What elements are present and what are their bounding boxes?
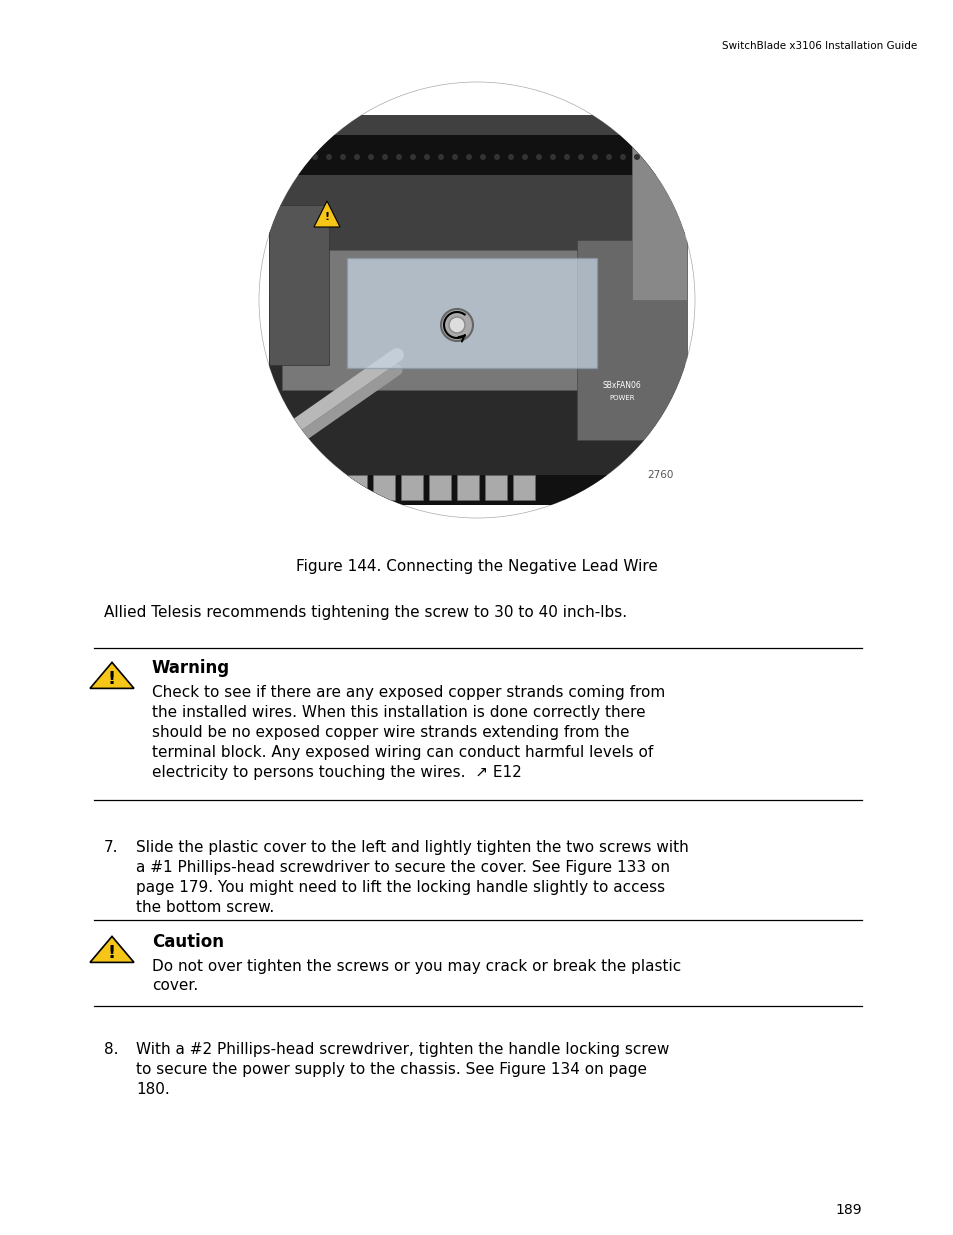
Text: Allied Telesis recommends tightening the screw to 30 to 40 inch-lbs.: Allied Telesis recommends tightening the… — [104, 604, 626, 620]
Circle shape — [312, 154, 317, 161]
Circle shape — [536, 154, 541, 161]
Circle shape — [647, 154, 654, 161]
Text: POWER: POWER — [609, 395, 634, 401]
Circle shape — [339, 154, 346, 161]
Text: Figure 144. Connecting the Negative Lead Wire: Figure 144. Connecting the Negative Lead… — [295, 559, 658, 574]
FancyBboxPatch shape — [456, 475, 478, 500]
Circle shape — [494, 154, 499, 161]
FancyBboxPatch shape — [373, 475, 395, 500]
FancyBboxPatch shape — [577, 240, 686, 440]
Text: 180.: 180. — [136, 1082, 170, 1097]
Circle shape — [563, 154, 569, 161]
Circle shape — [661, 154, 667, 161]
Text: to secure the power supply to the chassis. See Figure 134 on page: to secure the power supply to the chassi… — [136, 1062, 646, 1077]
Text: terminal block. Any exposed wiring can conduct harmful levels of: terminal block. Any exposed wiring can c… — [152, 745, 653, 760]
Text: !: ! — [108, 671, 116, 688]
Text: With a #2 Phillips-head screwdriver, tighten the handle locking screw: With a #2 Phillips-head screwdriver, tig… — [136, 1042, 669, 1057]
Circle shape — [258, 82, 695, 517]
Text: SwitchBlade x3106 Installation Guide: SwitchBlade x3106 Installation Guide — [721, 41, 917, 51]
FancyBboxPatch shape — [269, 205, 329, 366]
Polygon shape — [314, 201, 339, 227]
Text: !: ! — [324, 212, 329, 222]
FancyBboxPatch shape — [347, 258, 597, 368]
Circle shape — [368, 154, 374, 161]
FancyBboxPatch shape — [631, 100, 686, 300]
Circle shape — [507, 154, 514, 161]
Circle shape — [449, 317, 464, 333]
Circle shape — [437, 154, 443, 161]
Circle shape — [452, 154, 457, 161]
Circle shape — [410, 154, 416, 161]
Circle shape — [521, 154, 527, 161]
Circle shape — [592, 154, 598, 161]
Circle shape — [634, 154, 639, 161]
Circle shape — [423, 154, 430, 161]
Text: page 179. You might need to lift the locking handle slightly to access: page 179. You might need to lift the loc… — [136, 881, 664, 895]
Circle shape — [605, 154, 612, 161]
Polygon shape — [90, 936, 133, 962]
Text: 2760: 2760 — [646, 471, 673, 480]
Circle shape — [326, 154, 332, 161]
FancyBboxPatch shape — [345, 475, 367, 500]
Text: Check to see if there are any exposed copper strands coming from: Check to see if there are any exposed co… — [152, 684, 664, 699]
Circle shape — [297, 154, 304, 161]
Text: Slide the plastic cover to the left and lightly tighten the two screws with: Slide the plastic cover to the left and … — [136, 840, 688, 855]
FancyBboxPatch shape — [269, 230, 684, 500]
Text: cover.: cover. — [152, 978, 198, 993]
Circle shape — [465, 154, 472, 161]
FancyBboxPatch shape — [316, 475, 338, 500]
Circle shape — [395, 154, 401, 161]
FancyBboxPatch shape — [484, 475, 506, 500]
Circle shape — [354, 154, 359, 161]
Circle shape — [440, 309, 473, 341]
FancyBboxPatch shape — [269, 475, 684, 505]
Text: 8.: 8. — [104, 1042, 118, 1057]
Circle shape — [619, 154, 625, 161]
Circle shape — [284, 154, 290, 161]
Circle shape — [550, 154, 556, 161]
Circle shape — [578, 154, 583, 161]
Text: the bottom screw.: the bottom screw. — [136, 900, 274, 915]
Circle shape — [479, 154, 485, 161]
Text: Caution: Caution — [152, 932, 224, 951]
FancyBboxPatch shape — [513, 475, 535, 500]
Text: !: ! — [108, 945, 116, 962]
FancyBboxPatch shape — [429, 475, 451, 500]
Text: Warning: Warning — [152, 659, 230, 677]
Text: 189: 189 — [835, 1203, 862, 1216]
FancyBboxPatch shape — [282, 249, 671, 390]
Text: electricity to persons touching the wires.  ↗ E12: electricity to persons touching the wire… — [152, 764, 521, 779]
Text: a #1 Phillips-head screwdriver to secure the cover. See Figure 133 on: a #1 Phillips-head screwdriver to secure… — [136, 860, 669, 876]
Polygon shape — [90, 662, 133, 688]
Text: SBxFAN06: SBxFAN06 — [602, 380, 640, 389]
Text: should be no exposed copper wire strands extending from the: should be no exposed copper wire strands… — [152, 725, 629, 740]
Circle shape — [666, 415, 677, 425]
FancyBboxPatch shape — [269, 115, 684, 295]
Text: Do not over tighten the screws or you may crack or break the plastic: Do not over tighten the screws or you ma… — [152, 958, 680, 973]
FancyBboxPatch shape — [400, 475, 422, 500]
Text: the installed wires. When this installation is done correctly there: the installed wires. When this installat… — [152, 704, 645, 720]
Circle shape — [381, 154, 388, 161]
Text: 7.: 7. — [104, 840, 118, 855]
FancyBboxPatch shape — [267, 135, 686, 175]
